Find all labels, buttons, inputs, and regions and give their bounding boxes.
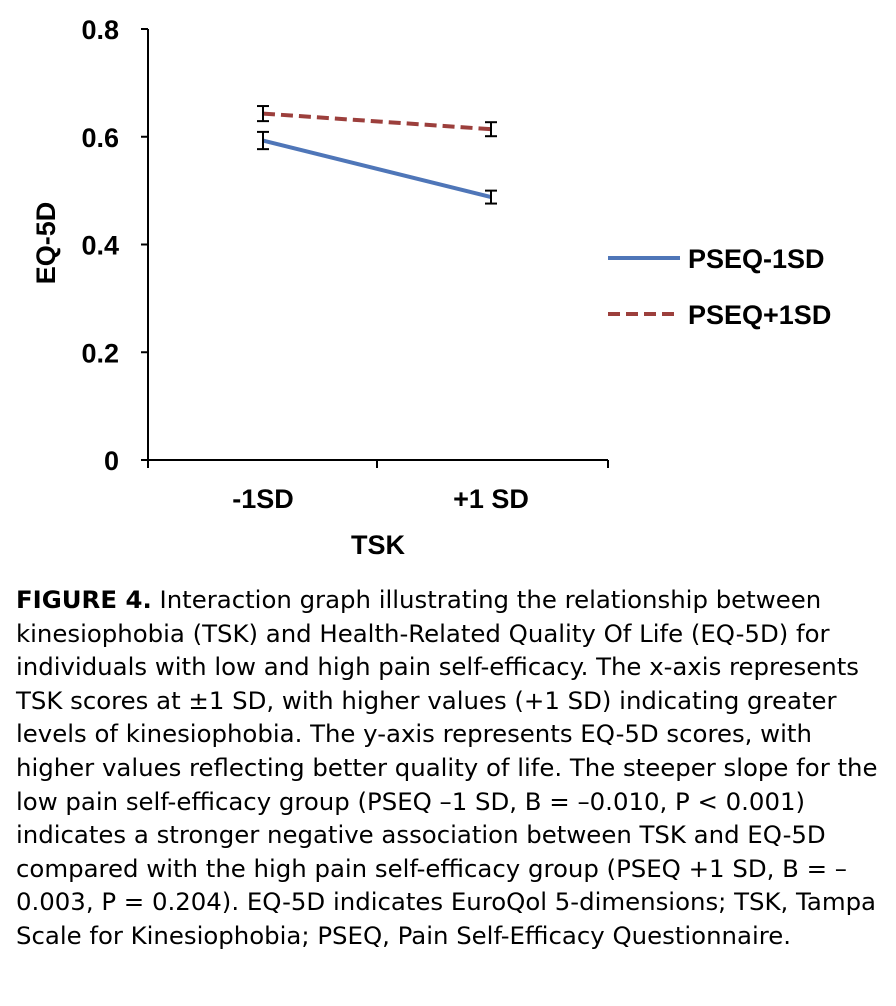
figure-caption: FIGURE 4. Interaction graph illustrating… <box>16 583 882 953</box>
legend-item-2: PSEQ+1SD <box>608 300 831 330</box>
x-tick-label: -1SD <box>232 484 294 514</box>
y-tick-label: 0.6 <box>81 123 119 153</box>
y-tick-label: 0.8 <box>81 15 119 45</box>
x-axis-title: TSK <box>351 530 406 560</box>
y-tick-label: 0.4 <box>81 231 119 261</box>
y-axis-ticks: 0 0.2 0.4 0.6 0.8 <box>81 15 148 476</box>
legend-item-1: PSEQ-1SD <box>608 244 825 274</box>
series-layer <box>257 105 497 205</box>
legend: PSEQ-1SD PSEQ+1SD <box>608 244 831 330</box>
x-tick-label: +1 SD <box>453 484 529 514</box>
y-tick-label: 0.2 <box>81 338 119 368</box>
figure-label: FIGURE 4. <box>16 585 152 614</box>
y-axis-title: EQ-5D <box>31 202 61 285</box>
interaction-chart: 0 0.2 0.4 0.6 0.8 -1SD +1 SD PSEQ-1SD PSEQ+1SD… <box>31 15 831 560</box>
series-2 <box>257 105 497 138</box>
x-axis-ticks: -1SD +1 SD <box>147 460 609 514</box>
series-line <box>262 138 492 200</box>
y-tick-label: 0 <box>104 446 119 476</box>
caption-text: Interaction graph illustrating the relat… <box>16 585 878 950</box>
chart-axes <box>147 29 608 461</box>
series-1 <box>257 130 497 205</box>
legend-label: PSEQ+1SD <box>688 300 831 330</box>
legend-label: PSEQ-1SD <box>688 244 825 274</box>
series-line <box>262 111 492 132</box>
